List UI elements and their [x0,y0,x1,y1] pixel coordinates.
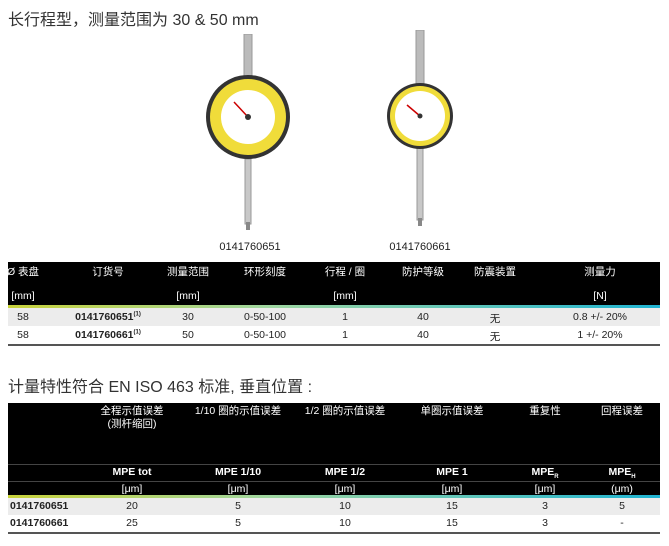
column-header: 回程误差 [601,405,643,417]
column-header: 测量范围 [167,266,209,278]
table-row: 0141760651 20 5 10 15 3 5 [8,498,660,515]
table-cell: 1 +/- 20% [577,329,622,341]
table-cell: 10 [339,517,351,529]
column-unit: [N] [593,290,607,302]
cell-value: 无 [489,331,501,343]
table-row: 58 0141760661(1) 50 0-50-100 1 40 无 1 +/- 20% [8,326,660,344]
table-cell: 58 [17,311,29,323]
cell-value: 1 [342,311,348,323]
table-cell: 15 [446,517,458,529]
column-symbol: MPEH [608,466,635,484]
symbol-text: MPE tot [112,466,152,478]
table-cell: 15 [446,500,458,512]
cell-value: 50 [182,329,194,341]
column-header: 行程 / 圈 [324,266,366,278]
column-symbol: MPE 1/10 [215,466,261,479]
column-unit: [μm] [227,483,249,495]
cell-value: 0141760661 [75,329,134,341]
footnote-mark: (1) [133,311,141,318]
cell-value: 0-50-100 [243,311,287,323]
column-symbol: MPE tot [112,466,151,479]
column-header: 防护等级 [402,266,444,278]
cell-value: 58 [17,311,29,323]
table-cell: 58 [17,329,29,341]
table-cell: 20 [126,500,138,512]
column-header: 防震装置 [474,266,516,278]
product-label: 0141760651 [219,241,281,253]
table-cell: 40 [417,329,429,341]
column-unit: [μm] [121,483,143,495]
cell-value: 58 [17,329,29,341]
column-header: 测量力 [584,266,616,278]
page-heading: 长行程型，测量范围为 30 & 50 mm [8,12,259,29]
cell-value: 0141760651 [75,311,134,323]
section-heading: 计量特性符合 EN ISO 463 标准, 垂直位置 : [8,379,313,396]
column-symbol: MPER [531,466,558,484]
cell-value: 0-50-100 [243,329,287,341]
column-unit: [μm] [534,483,556,495]
table-cell: - [620,517,624,529]
table-cell: 1 [342,311,348,323]
product-label: 0141760661 [389,241,451,253]
cell-value: 0.8 +/- 20% [573,311,627,323]
symbol-text: MPE [531,466,555,478]
table-cell: 5 [235,500,241,512]
order-number: 0141760651 [10,500,69,512]
table-cell: 1 [342,329,348,341]
metrology-table: 全程示值误差 (测杆缩回) MPE tot [μm] 1/10 圈的示值误差 MPE 1/… [8,403,660,534]
table-cell: 0.8 +/- 20% [573,311,627,323]
symbol-text: MPE [608,466,632,478]
table-cell: 0-50-100 [244,329,286,341]
table-cell: 5 [619,500,625,512]
column-header: 单圈示值误差 [420,405,484,417]
cell-value: 1 [342,329,348,341]
column-unit: [mm] [176,290,200,302]
column-header: 重复性 [529,405,561,417]
table-cell: 25 [126,517,138,529]
dial-indicator-image-0141760661 [387,30,453,226]
column-header: 全程示值误差 [100,405,164,417]
symbol-subscript: R [554,474,559,481]
column-symbol: MPE 1/2 [325,466,365,479]
column-unit: [mm] [11,290,35,302]
symbol-text: MPE 1/10 [214,466,262,478]
cell-value: 1 +/- 20% [577,329,623,341]
table-cell: 3 [542,500,548,512]
table-cell: 无 [490,329,501,344]
cell-value: 40 [417,311,429,323]
symbol-subscript: H [631,474,636,481]
column-header: 环形刻度 [244,266,286,278]
table-cell: 10 [339,500,351,512]
column-unit: (μm) [611,483,633,495]
table-cell: 40 [417,311,429,323]
table-cell: 5 [235,517,241,529]
table-row: 0141760661 25 5 10 15 3 - [8,515,660,532]
cell-value: 无 [489,313,501,325]
spec-table: Ø 表盘 [mm] 订货号 测量范围 [mm] 环形刻度 行程 / 圈 [mm] 防护等级 防震装… [6,262,660,346]
cell-value: 40 [417,329,429,341]
column-header: 1/10 圈的示值误差 [194,405,282,417]
column-header: Ø 表盘 [6,266,40,278]
symbol-text: MPE 1/2 [324,466,366,478]
footnote-mark: (1) [133,329,141,336]
table-cell: 无 [490,311,501,326]
column-header: 1/2 圈的示值误差 [304,405,386,417]
order-number: 0141760661 [10,517,69,529]
column-unit: [μm] [334,483,356,495]
table-cell: 3 [542,517,548,529]
table-cell: 0141760661(1) [75,329,141,341]
table-row: 58 0141760651(1) 30 0-50-100 1 40 无 0.8 +/- 20% [8,308,660,326]
column-header: 订货号 [92,266,124,278]
dial-indicator-image-0141760651 [206,34,290,230]
table-cell: 50 [182,329,194,341]
table-cell: 0-50-100 [244,311,286,323]
cell-value: 30 [182,311,194,323]
symbol-text: MPE 1 [436,466,468,478]
table-cell: 30 [182,311,194,323]
table-cell: 0141760651(1) [75,311,141,323]
column-unit: [mm] [333,290,357,302]
column-header-sub: (测杆缩回) [107,418,157,430]
column-unit: [μm] [441,483,463,495]
column-symbol: MPE 1 [436,466,468,479]
